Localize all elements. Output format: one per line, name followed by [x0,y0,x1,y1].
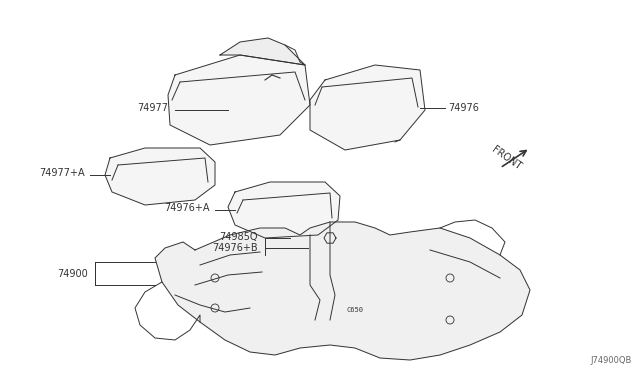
Text: J74900QB: J74900QB [591,356,632,365]
Text: C650: C650 [346,307,364,313]
Text: 74900: 74900 [57,269,88,279]
Polygon shape [105,148,215,205]
Text: 74977+A: 74977+A [40,168,85,178]
Polygon shape [168,55,310,145]
Text: 74977: 74977 [137,103,168,113]
Polygon shape [228,182,340,238]
Text: 74976+A: 74976+A [164,203,210,213]
Text: 74976+B: 74976+B [212,243,258,253]
Polygon shape [310,65,425,150]
Polygon shape [155,222,530,360]
Text: 74985Q: 74985Q [220,232,258,242]
Text: 74976: 74976 [448,103,479,113]
Text: FRONT: FRONT [490,144,523,171]
Polygon shape [220,38,305,65]
